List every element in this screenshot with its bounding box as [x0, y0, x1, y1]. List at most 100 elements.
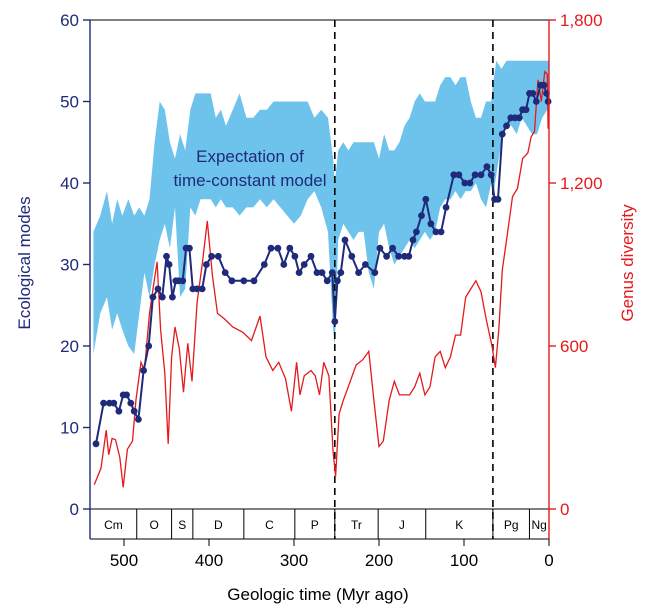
ecological-modes-point: [280, 261, 288, 268]
period-label: K: [455, 518, 463, 532]
ecological-modes-point: [295, 269, 303, 276]
period-label: Pg: [504, 518, 519, 532]
ecological-modes-point: [208, 252, 216, 260]
ecological-modes-point: [477, 171, 485, 179]
period-label: P: [311, 518, 319, 532]
period-label: C: [265, 518, 274, 532]
ecological-modes-point: [203, 261, 210, 268]
ecological-modes-point: [193, 285, 201, 293]
ecological-modes-point: [455, 171, 463, 179]
x-tick-label: 100: [450, 551, 478, 570]
ecological-modes-point: [110, 399, 118, 407]
ecological-modes-point: [328, 269, 336, 276]
ecological-modes-point: [532, 98, 540, 105]
ecological-modes-point: [348, 252, 356, 260]
ecological-modes-point: [145, 342, 153, 350]
x-tick-label: 400: [195, 551, 223, 570]
period-label: S: [178, 518, 186, 532]
ecological-modes-point: [442, 204, 450, 211]
ecological-modes-point: [422, 195, 430, 203]
ecological-modes-point: [427, 220, 435, 228]
ecological-modes-point: [115, 407, 123, 415]
ecological-modes-point: [483, 163, 491, 171]
y-axis-title-right: Genus diversity: [618, 204, 637, 322]
mass-extinction-lines: [333, 20, 494, 539]
period-label: Cm: [104, 518, 123, 532]
ecological-modes-point: [371, 269, 379, 276]
y-tick-label-right: 600: [560, 337, 588, 356]
ecological-modes-point: [274, 244, 282, 252]
ecological-modes-point: [286, 244, 294, 252]
ecological-modes-point: [337, 269, 345, 276]
ecological-modes-point: [503, 122, 510, 130]
ecological-modes-point: [221, 269, 229, 276]
ecological-modes-point: [355, 269, 362, 276]
y-tick-label-left: 0: [70, 500, 79, 519]
ecological-modes-point: [313, 269, 321, 276]
ecological-modes-point: [515, 114, 523, 122]
model-expectation-band-layer: [93, 60, 550, 355]
ecological-modes-point: [395, 252, 402, 260]
period-strip: Cm O S D C P Tr J K Pg Ng: [90, 509, 549, 540]
y-tick-label-right: 1,200: [560, 174, 603, 193]
ecological-modes-point: [543, 90, 550, 97]
y-tick-label-left: 50: [60, 93, 79, 112]
y-tick-label-right: 1,800: [560, 11, 603, 30]
ecological-modes-point: [291, 252, 299, 260]
ecological-modes-point: [100, 399, 107, 407]
ecological-modes-point: [154, 285, 162, 293]
genus-diversity-line: [93, 70, 549, 488]
x-tick-label: 0: [544, 551, 553, 570]
ecological-modes-point: [130, 407, 138, 415]
ecological-modes-point: [228, 277, 236, 285]
period-label: Tr: [351, 518, 362, 532]
y-tick-label-left: 60: [60, 11, 79, 30]
y-tick-label-left: 40: [60, 174, 79, 193]
ecological-modes-point: [487, 171, 495, 179]
ecological-modes-point: [522, 106, 530, 114]
ecological-modes-point: [267, 244, 275, 252]
ecological-modes-point: [186, 244, 193, 252]
ecological-modes-point: [179, 277, 187, 285]
ecological-modes-point: [250, 277, 258, 285]
x-tick-label: 200: [365, 551, 393, 570]
period-label: D: [214, 518, 223, 532]
ecological-modes-point: [471, 171, 479, 179]
annotation-line-2: time-constant model: [173, 171, 326, 190]
ecological-modes-point: [432, 228, 440, 236]
ecological-modes-point: [323, 277, 331, 285]
y-tick-label-right: 0: [560, 500, 569, 519]
ecological-modes-point: [544, 98, 552, 105]
ecological-modes-point: [409, 236, 417, 244]
ecological-modes-point: [214, 252, 222, 260]
ecological-modes-point: [149, 293, 157, 301]
ecological-modes-point: [127, 399, 135, 407]
x-tick-label: 500: [110, 551, 138, 570]
ecological-modes-point: [123, 391, 130, 399]
ecological-modes-point: [540, 81, 548, 89]
y-tick-label-left: 20: [60, 337, 79, 356]
ecological-modes-point: [169, 293, 176, 301]
ecological-modes-point: [383, 252, 390, 260]
ecological-modes-point: [418, 212, 425, 220]
ecological-modes-point: [494, 195, 502, 203]
genus-diversity-layer: [93, 70, 549, 488]
y-tick-label-left: 10: [60, 419, 79, 438]
ecological-modes-point: [140, 367, 148, 374]
ecological-modes-layer: [92, 81, 552, 448]
ecological-modes-point: [389, 244, 396, 252]
model-expectation-band: [93, 60, 550, 355]
x-axis-title: Geologic time (Myr ago): [227, 585, 408, 604]
y-axis-title-left: Ecological modes: [15, 196, 34, 329]
ecological-modes-point: [498, 130, 506, 138]
ecological-modes-point: [437, 228, 445, 236]
ecological-modes-point: [307, 252, 315, 260]
ecological-modes-point: [529, 90, 537, 97]
ecological-modes-point: [165, 261, 173, 268]
ecological-modes-point: [260, 261, 268, 268]
period-label: O: [150, 518, 159, 532]
period-label: J: [399, 518, 405, 532]
ecological-modes-point: [461, 179, 469, 187]
ecological-modes-point: [300, 261, 308, 268]
x-tick-label: 300: [280, 551, 308, 570]
